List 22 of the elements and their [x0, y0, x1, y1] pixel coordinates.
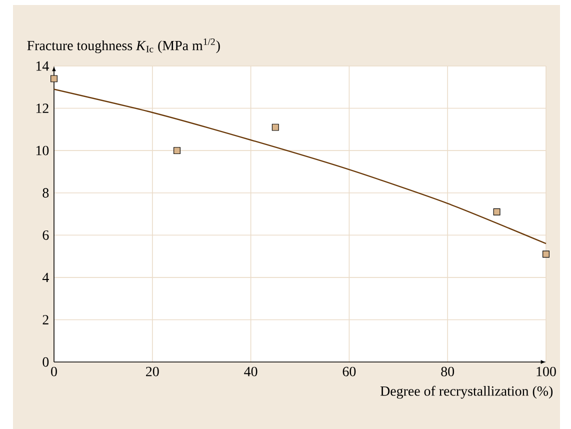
y-tick-label: 0: [42, 357, 49, 367]
x-tick-label: 80: [441, 366, 454, 376]
y-tick-label: 4: [42, 272, 49, 282]
x-tick-label: 0: [51, 366, 57, 376]
x-tick-label: 60: [342, 366, 356, 376]
line-series: [53, 88, 547, 244]
point: [174, 147, 180, 154]
point: [542, 250, 550, 258]
x-tick-label: 40: [244, 366, 258, 376]
point: [493, 208, 500, 216]
y-axis-title: Fracture toughness K$_{Ic}$ (MPa m$^{1/2}$): [27, 38, 220, 54]
point: [272, 124, 279, 131]
x-tick-label: 20: [146, 366, 159, 376]
x-axis-title: Degree of recrystallization (%): [380, 386, 553, 399]
y-tick-label: 6: [42, 230, 49, 240]
y-tick-label: 10: [36, 146, 49, 156]
y-tick-label: 8: [42, 188, 49, 198]
y-tick-label: 2: [42, 315, 48, 324]
point: [50, 75, 58, 82]
y-tick-label: 14: [36, 61, 49, 71]
y-tick-label: 12: [36, 104, 48, 113]
x-tick-label: 100: [536, 366, 556, 376]
